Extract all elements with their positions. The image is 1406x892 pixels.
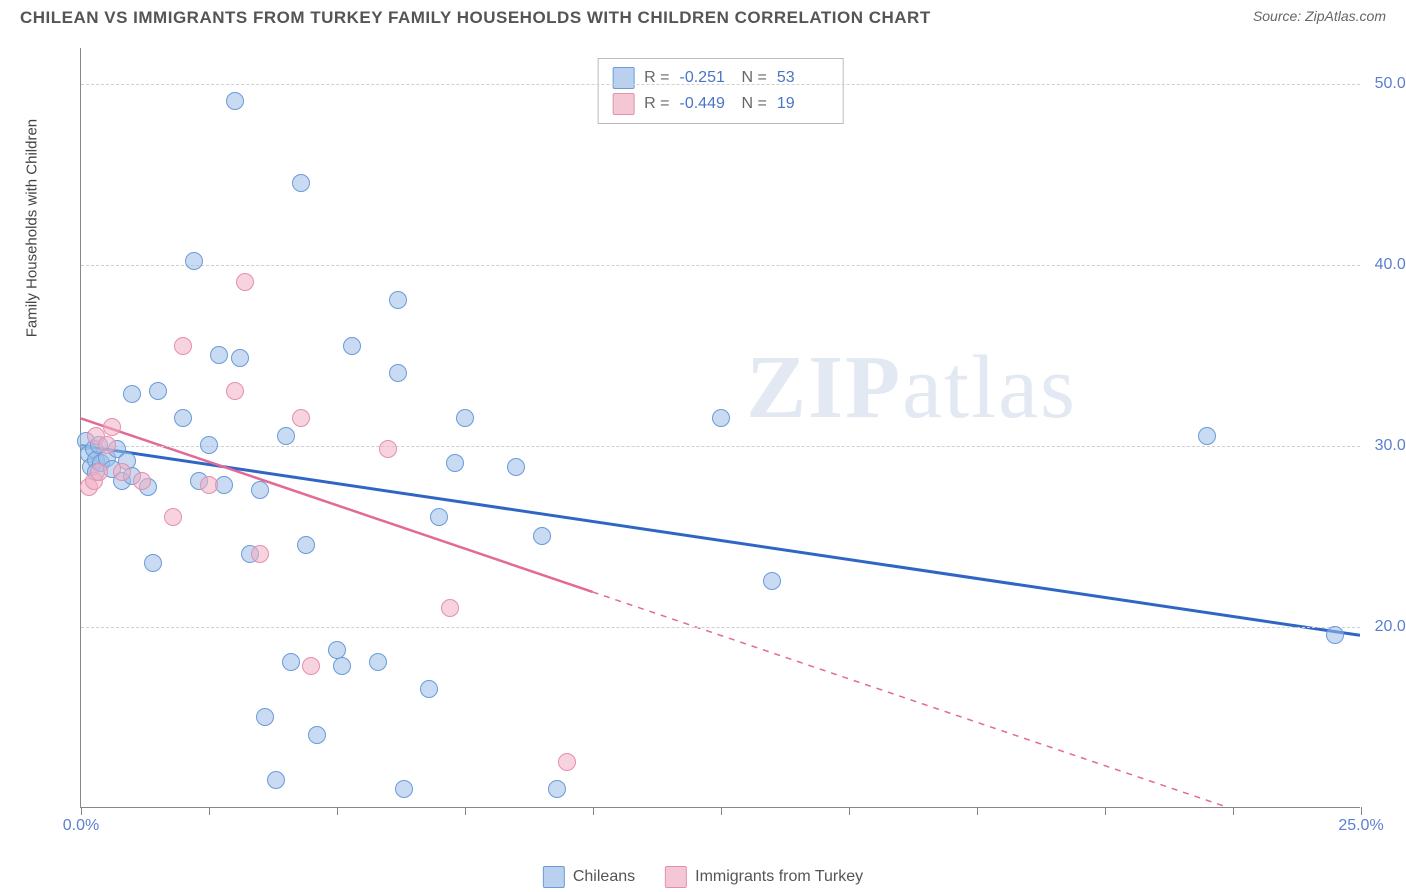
- scatter-point: [90, 463, 108, 481]
- x-tick: [465, 807, 466, 815]
- scatter-point: [533, 527, 551, 545]
- watermark-zip: ZIP: [746, 338, 902, 437]
- scatter-point: [430, 508, 448, 526]
- scatter-point: [507, 458, 525, 476]
- scatter-point: [389, 291, 407, 309]
- x-tick: [849, 807, 850, 815]
- stats-legend-row: R = -0.449 N = 19: [612, 91, 829, 117]
- legend-label: Immigrants from Turkey: [695, 868, 863, 886]
- x-tick: [81, 807, 82, 815]
- scatter-point: [210, 346, 228, 364]
- trend-lines: [81, 48, 1360, 807]
- scatter-point: [446, 454, 464, 472]
- scatter-point: [297, 536, 315, 554]
- chart-title: CHILEAN VS IMMIGRANTS FROM TURKEY FAMILY…: [20, 8, 931, 28]
- scatter-point: [174, 409, 192, 427]
- scatter-point: [113, 463, 131, 481]
- chart-container: Family Households with Children ZIPatlas…: [60, 48, 1380, 828]
- scatter-point: [185, 252, 203, 270]
- y-tick-label: 30.0%: [1365, 437, 1406, 455]
- scatter-point: [251, 481, 269, 499]
- scatter-point: [277, 427, 295, 445]
- scatter-point: [1326, 626, 1344, 644]
- x-tick: [209, 807, 210, 815]
- legend-swatch: [543, 866, 565, 888]
- scatter-point: [149, 382, 167, 400]
- watermark-atlas: atlas: [902, 338, 1077, 437]
- scatter-point: [200, 436, 218, 454]
- scatter-point: [712, 409, 730, 427]
- scatter-point: [441, 599, 459, 617]
- source-attribution: Source: ZipAtlas.com: [1253, 8, 1386, 24]
- stats-legend-row: R =-0.251N =53: [612, 65, 829, 91]
- scatter-point: [256, 708, 274, 726]
- x-tick-label: 0.0%: [63, 817, 99, 835]
- x-tick-label: 25.0%: [1338, 817, 1383, 835]
- stat-n-label: N =: [742, 95, 767, 113]
- x-tick: [721, 807, 722, 815]
- scatter-point: [302, 657, 320, 675]
- stat-r-value: -0.449: [680, 95, 732, 113]
- legend-label: Chileans: [573, 868, 635, 886]
- x-tick: [337, 807, 338, 815]
- y-axis-label: Family Households with Children: [24, 119, 41, 337]
- scatter-point: [103, 418, 121, 436]
- scatter-point: [231, 349, 249, 367]
- scatter-point: [420, 680, 438, 698]
- legend-swatch: [665, 866, 687, 888]
- scatter-point: [389, 364, 407, 382]
- scatter-point: [558, 753, 576, 771]
- scatter-point: [98, 436, 116, 454]
- scatter-point: [395, 780, 413, 798]
- plot-area: ZIPatlas R =-0.251N =53R =-0.449N =19 20…: [80, 48, 1360, 808]
- scatter-point: [1198, 427, 1216, 445]
- scatter-point: [282, 653, 300, 671]
- scatter-point: [308, 726, 326, 744]
- scatter-point: [226, 92, 244, 110]
- legend-item: Chileans: [543, 866, 635, 888]
- watermark: ZIPatlas: [746, 336, 1077, 439]
- gridline-horizontal: [81, 265, 1360, 266]
- scatter-point: [369, 653, 387, 671]
- scatter-point: [200, 476, 218, 494]
- legend-swatch: [612, 67, 634, 89]
- y-tick-label: 20.0%: [1365, 618, 1406, 636]
- scatter-point: [763, 572, 781, 590]
- scatter-point: [328, 641, 346, 659]
- x-tick: [1233, 807, 1234, 815]
- scatter-point: [215, 476, 233, 494]
- stats-legend: R =-0.251N =53 R = -0.449 N = 19: [597, 58, 844, 124]
- y-tick-label: 50.0%: [1365, 75, 1406, 93]
- scatter-point: [133, 472, 151, 490]
- scatter-point: [164, 508, 182, 526]
- scatter-point: [456, 409, 474, 427]
- gridline-horizontal: [81, 84, 1360, 85]
- x-tick: [1361, 807, 1362, 815]
- scatter-point: [343, 337, 361, 355]
- gridline-horizontal: [81, 446, 1360, 447]
- x-tick: [1105, 807, 1106, 815]
- scatter-point: [226, 382, 244, 400]
- scatter-point: [123, 385, 141, 403]
- scatter-point: [379, 440, 397, 458]
- y-tick-label: 40.0%: [1365, 256, 1406, 274]
- x-tick: [977, 807, 978, 815]
- scatter-point: [144, 554, 162, 572]
- scatter-point: [292, 409, 310, 427]
- x-tick: [593, 807, 594, 815]
- gridline-horizontal: [81, 627, 1360, 628]
- legend-swatch: [612, 93, 634, 115]
- scatter-point: [548, 780, 566, 798]
- scatter-point: [236, 273, 254, 291]
- scatter-point: [267, 771, 285, 789]
- scatter-point: [251, 545, 269, 563]
- scatter-point: [174, 337, 192, 355]
- stat-n-value: 19: [777, 95, 829, 113]
- scatter-point: [292, 174, 310, 192]
- legend-item: Immigrants from Turkey: [665, 866, 863, 888]
- stat-r-label: R =: [644, 95, 669, 113]
- series-legend: Chileans Immigrants from Turkey: [543, 866, 863, 888]
- scatter-point: [333, 657, 351, 675]
